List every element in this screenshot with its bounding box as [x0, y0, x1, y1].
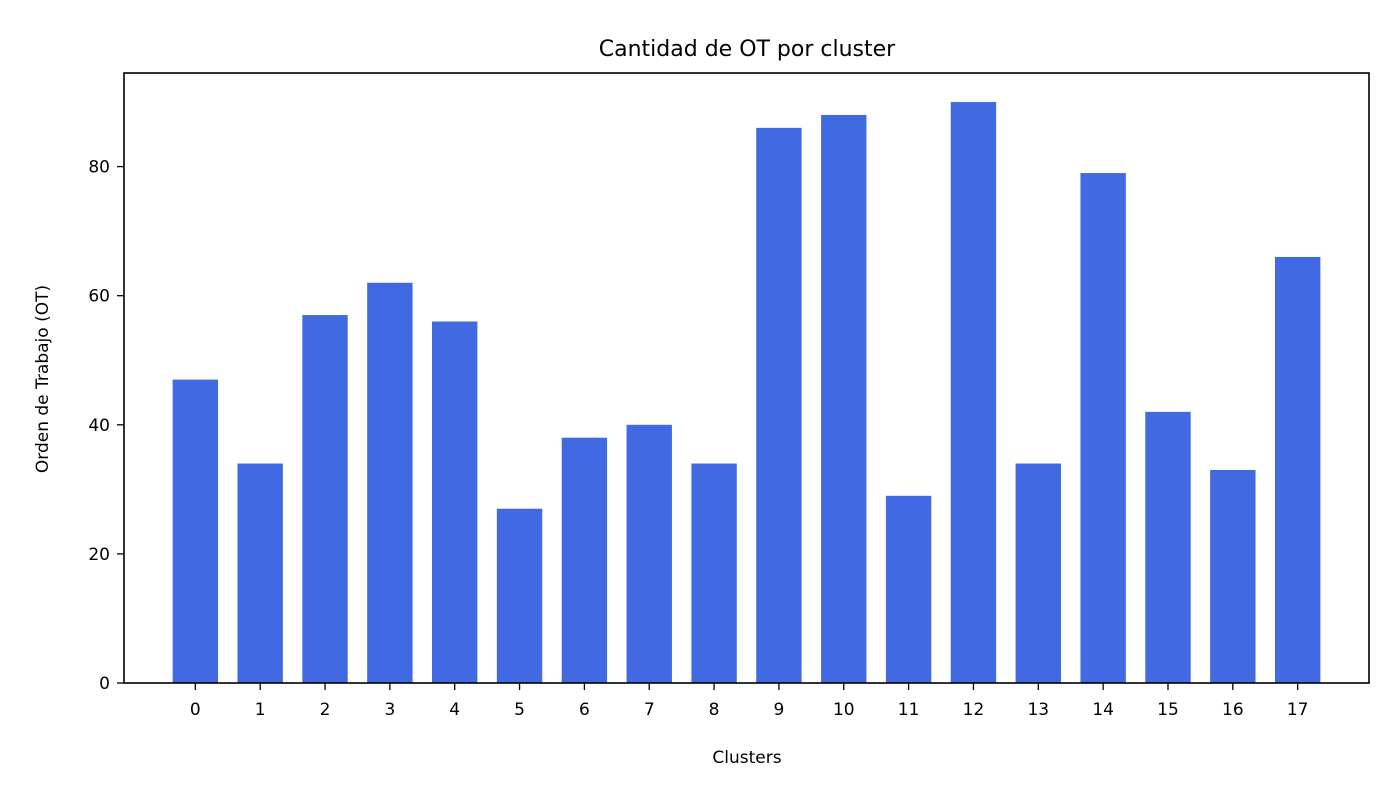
x-tick-label: 14 [1092, 700, 1114, 720]
bar-cluster-5 [496, 508, 543, 683]
x-tick-label: 5 [514, 700, 525, 720]
x-tick-label: 6 [579, 700, 590, 720]
y-axis: 0 20 40 60 80 [88, 158, 124, 694]
bar-cluster-6 [561, 437, 608, 683]
x-tick-label: 2 [320, 700, 331, 720]
bar-cluster-13 [1015, 463, 1061, 683]
x-tick-label: 12 [963, 700, 985, 720]
y-tick-label: 60 [88, 287, 110, 307]
bar-cluster-4 [432, 321, 478, 683]
x-tick-label: 0 [190, 700, 201, 720]
bar-cluster-7 [626, 424, 672, 683]
bar-cluster-3 [367, 282, 413, 683]
y-tick-label: 0 [99, 674, 110, 694]
bars-group [172, 102, 1321, 684]
bar-cluster-12 [950, 102, 997, 684]
bar-cluster-9 [756, 127, 802, 683]
bar-cluster-1 [237, 463, 283, 683]
bar-cluster-8 [691, 463, 737, 683]
bar-cluster-0 [172, 379, 219, 683]
bar-cluster-14 [1080, 173, 1126, 683]
x-tick-label: 15 [1157, 700, 1179, 720]
x-tick-label: 16 [1222, 700, 1244, 720]
x-tick-label: 8 [709, 700, 720, 720]
x-axis: 0 1 2 3 4 5 6 7 8 9 10 11 12 13 14 15 16 17 [190, 683, 1309, 720]
y-tick-label: 40 [88, 416, 110, 436]
bar-cluster-15 [1145, 411, 1191, 683]
x-tick-label: 7 [644, 700, 655, 720]
x-tick-label: 4 [449, 700, 460, 720]
y-tick-label: 80 [88, 158, 110, 178]
chart-title: Cantidad de OT por cluster [599, 37, 896, 62]
x-tick-label: 11 [898, 700, 920, 720]
bar-cluster-2 [302, 315, 348, 683]
plot-frame [123, 72, 1370, 684]
x-tick-label: 17 [1287, 700, 1309, 720]
y-tick-label: 20 [88, 545, 110, 565]
x-tick-label: 3 [384, 700, 395, 720]
bar-cluster-10 [821, 114, 867, 684]
x-tick-label: 9 [774, 700, 785, 720]
x-tick-label: 13 [1027, 700, 1049, 720]
x-tick-label: 1 [255, 700, 266, 720]
x-tick-label: 10 [833, 700, 855, 720]
bar-cluster-17 [1274, 256, 1321, 683]
y-axis-label: Orden de Trabajo (OT) [33, 285, 53, 473]
x-axis-label: Clusters [712, 748, 781, 768]
bar-cluster-11 [885, 495, 932, 683]
bar-cluster-16 [1210, 469, 1256, 683]
